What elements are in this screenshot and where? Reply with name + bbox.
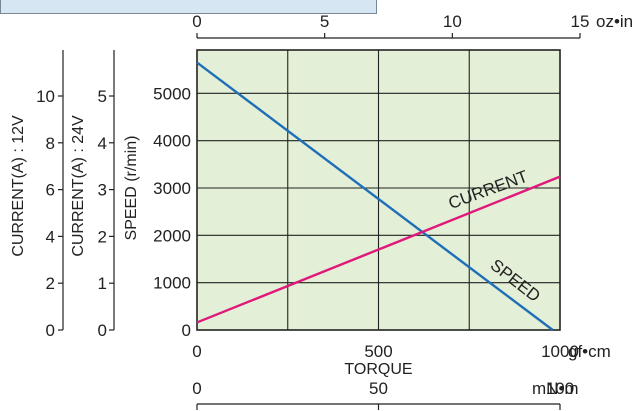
series-line-speed [196, 61, 554, 331]
top-axis-tick-label-3: 15 [571, 12, 590, 31]
current-24v-tick-label-4: 4 [98, 134, 107, 153]
speed-tick-label-2: 2000 [153, 226, 191, 245]
bottom-axis-unit: mN•m [532, 379, 579, 398]
bottom-axis-tick-label-2: 100 [546, 379, 574, 398]
x-axis-unit: gf•cm [568, 342, 611, 361]
x-axis-tick-label-1: 500 [364, 342, 392, 361]
speed-tick-label-4: 4000 [153, 132, 191, 151]
current-12v-tick-label-2: 4 [46, 227, 55, 246]
current-12v-tick-label-4: 8 [46, 134, 55, 153]
series-line-current [196, 175, 561, 324]
current-12v-tick-label-3: 6 [46, 181, 55, 200]
top-axis-tick-label-2: 10 [443, 12, 462, 31]
current-24v-tick-label-0: 0 [98, 321, 107, 340]
bottom-axis-tick-label-0: 0 [192, 379, 201, 398]
speed-tick-label-0: 0 [182, 321, 191, 340]
current-24v-tick-label-3: 3 [98, 181, 107, 200]
current-24v-axis-title: CURRENT(A) : 24V [70, 115, 87, 257]
top-axis-tick-label-1: 5 [320, 12, 329, 31]
top-axis-unit: oz•in [596, 12, 633, 31]
current-24v-tick-label-2: 2 [98, 227, 107, 246]
speed-tick-label-1: 1000 [153, 274, 191, 293]
current-12v-tick-label-5: 10 [36, 87, 55, 106]
x-axis-tick-label-2: 1000 [541, 342, 579, 361]
current-12v-tick-label-0: 0 [46, 321, 55, 340]
x-axis-title: TORQUE [344, 361, 412, 378]
header-panel [0, 0, 377, 14]
top-axis-tick-label-0: 0 [192, 12, 201, 31]
x-axis-tick-label-0: 0 [192, 342, 201, 361]
current-24v-tick-label-5: 5 [98, 87, 107, 106]
current-12v-axis-title: CURRENT(A) : 12V [10, 115, 27, 257]
current-24v-tick-label-1: 1 [98, 274, 107, 293]
bottom-axis-tick-label-1: 50 [369, 379, 388, 398]
speed-axis-title: SPEED (r/min) [123, 136, 140, 241]
speed-tick-label-3: 3000 [153, 179, 191, 198]
current-12v-tick-label-1: 2 [46, 274, 55, 293]
speed-tick-label-5: 5000 [153, 84, 191, 103]
